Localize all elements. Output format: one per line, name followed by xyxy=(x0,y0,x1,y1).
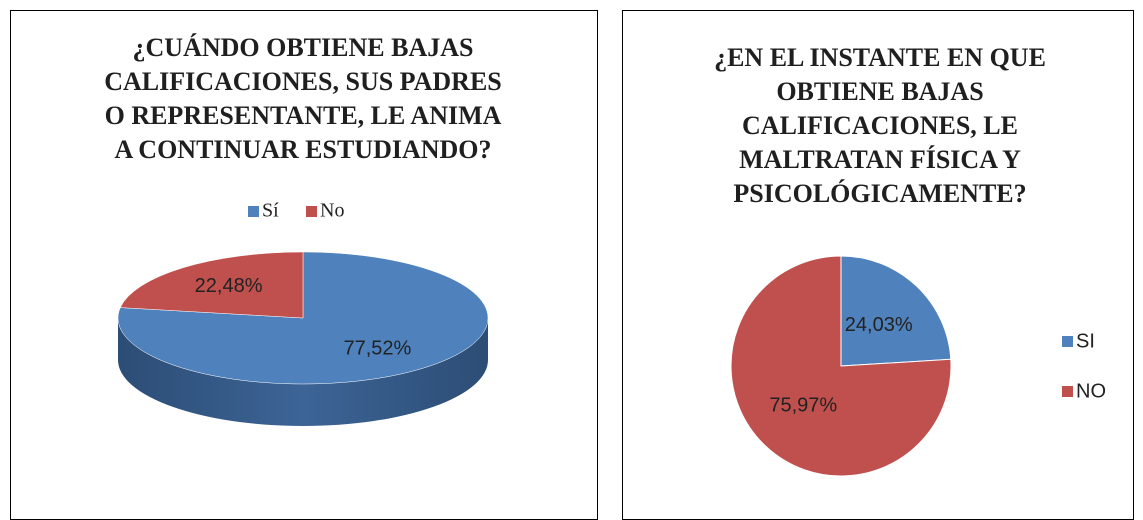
data-label: 75,97% xyxy=(769,394,837,416)
pie-side xyxy=(118,318,488,426)
legend-label: Sí xyxy=(262,200,279,222)
legend-label: SI xyxy=(1076,330,1095,352)
legend-swatch xyxy=(1062,336,1073,347)
legend-label: No xyxy=(320,200,344,222)
legend-label: NO xyxy=(1076,380,1106,402)
data-label: 22,48% xyxy=(195,275,263,297)
pie-slice xyxy=(119,251,304,319)
pie-slice xyxy=(730,255,952,477)
legend-swatch xyxy=(306,206,317,217)
chart-title: ¿EN EL INSTANTE EN QUE OBTIENE BAJAS CAL… xyxy=(714,43,1046,208)
data-label: 77,52% xyxy=(344,337,412,359)
legend-swatch xyxy=(248,206,259,217)
chart-title: ¿CUÁNDO OBTIENE BAJAS CALIFICACIONES, SU… xyxy=(104,33,502,164)
legend-swatch xyxy=(1062,386,1073,397)
pie-slice xyxy=(840,255,952,367)
data-label: 24,03% xyxy=(845,314,913,336)
